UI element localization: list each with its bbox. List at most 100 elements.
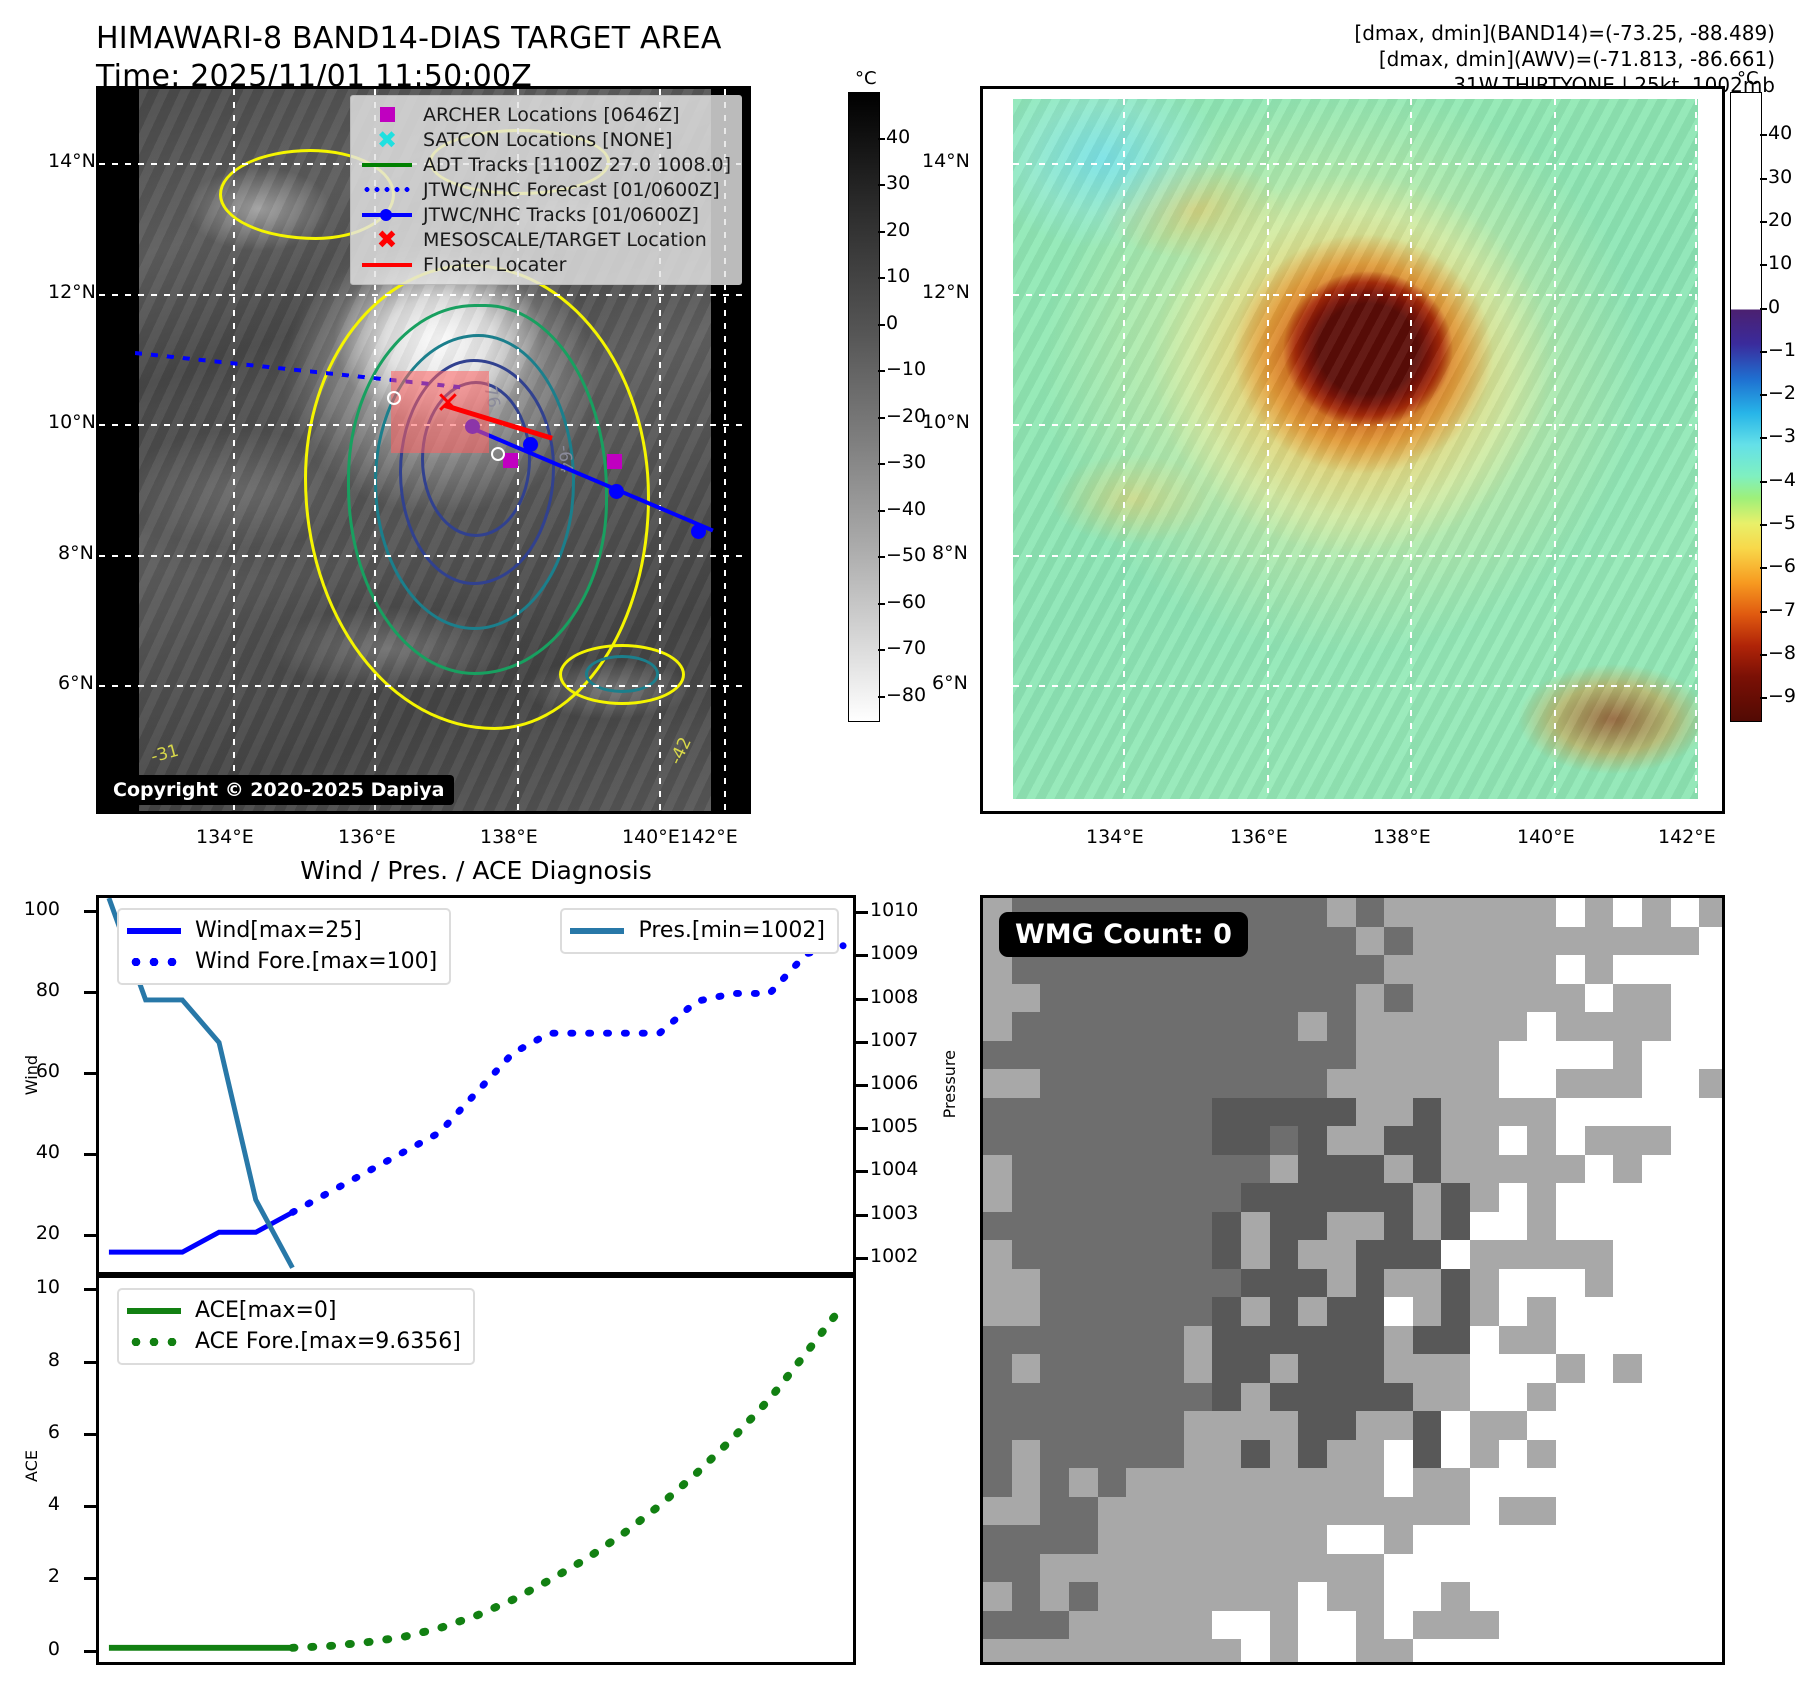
axis-tick-label: 1006 [870, 1072, 919, 1094]
wmg-cell [1269, 1439, 1299, 1469]
wmg-cell [1613, 1610, 1643, 1641]
wmg-cell [1527, 1468, 1557, 1498]
colorbar-tickmark [1760, 350, 1767, 353]
wmg-cell [1584, 898, 1614, 928]
wmg-cell [1240, 1553, 1271, 1584]
wmg-cell [1642, 1240, 1672, 1270]
wmg-cell [1298, 1525, 1328, 1555]
wmg-cell [983, 1240, 1013, 1270]
wmg-cell [1527, 1012, 1557, 1042]
wmg-cell [1240, 1610, 1271, 1641]
wmg-cell [1355, 983, 1385, 1013]
wind-pressure-chart[interactable]: Wind[max=25] Wind Fore.[max=100] Pres.[m… [96, 895, 856, 1275]
wmg-cell [1326, 1439, 1357, 1469]
wmg-cell [1470, 898, 1500, 928]
legend-row: Pres.[min=1002] [570, 915, 825, 946]
wind-legend[interactable]: Wind[max=25] Wind Fore.[max=100] [117, 908, 452, 985]
adt-line-icon [359, 162, 415, 167]
axis-tickmark [856, 1040, 868, 1044]
wmg-cell [1384, 1097, 1414, 1127]
wmg-cell [1498, 1325, 1529, 1355]
wmg-cell [1642, 1553, 1672, 1584]
grid-lon-134 [233, 89, 235, 811]
wmg-cell [1527, 1183, 1557, 1213]
wmg-cell [1154, 1411, 1185, 1441]
wmg-cell [1326, 926, 1357, 956]
wmg-cell [1326, 1610, 1357, 1641]
wmg-cell [1498, 1268, 1529, 1298]
wmg-cell [1412, 1525, 1443, 1555]
wmg-cell [1613, 926, 1643, 956]
wmg-cell [1527, 926, 1557, 956]
wmg-cell [1527, 898, 1557, 928]
wmg-cell [1470, 1439, 1500, 1469]
wmg-cell [1498, 1439, 1529, 1469]
wmg-cell [1154, 1439, 1185, 1469]
satellite-legend[interactable]: ARCHER Locations [0646Z] ✖ SATCON Locati… [350, 95, 742, 285]
axis-tickmark [84, 1288, 96, 1292]
wmg-cell [1097, 1126, 1127, 1156]
wmg-cell [1355, 1468, 1385, 1498]
wmg-cell [1183, 1126, 1213, 1156]
ace-chart[interactable]: ACE[max=0] ACE Fore.[max=9.6356] [96, 1275, 856, 1665]
colorbar-tick-label: 10 [886, 265, 911, 288]
wmg-cell [1183, 1553, 1213, 1584]
wmg-cell [1441, 1496, 1471, 1526]
wmg-cell [1126, 1297, 1156, 1327]
wmg-cell [1212, 1069, 1242, 1099]
satellite-ir-panel[interactable]: -76 -64 -31 -42 ✕ [96, 86, 751, 814]
wmg-panel[interactable]: WMG Count: 0 [980, 895, 1725, 1665]
wmg-cell [1040, 1268, 1070, 1298]
colorbar-tickmark [1760, 220, 1767, 223]
wmg-cell [1613, 1012, 1643, 1042]
wmg-cell [1699, 1040, 1722, 1070]
wmg-cell [1183, 1468, 1213, 1498]
wmg-cell [1412, 1468, 1443, 1498]
wmg-cell [1212, 983, 1242, 1013]
wmg-cell [1326, 1468, 1357, 1498]
legend-label: ACE[max=0] [195, 1298, 337, 1323]
wmg-cell [1269, 1268, 1299, 1298]
wmg-cell [1613, 1525, 1643, 1555]
wmg-cell [1154, 1012, 1185, 1042]
wmg-cell [1040, 955, 1070, 985]
wmg-cell [1556, 898, 1586, 928]
lat-tick-6N: 6°N [58, 672, 94, 694]
wmg-cell [1441, 1012, 1471, 1042]
wmg-cell [1441, 1297, 1471, 1327]
wmg-cell [1326, 1411, 1357, 1441]
wmg-cell [1384, 1126, 1414, 1156]
wmg-cell [1498, 1553, 1529, 1584]
wmg-cell [1040, 1297, 1070, 1327]
ace-legend[interactable]: ACE[max=0] ACE Fore.[max=9.6356] [117, 1288, 475, 1365]
wmg-cell [1384, 1496, 1414, 1526]
lon-tick-136E-right: 136°E [1230, 826, 1288, 848]
grid-lon-142 [724, 89, 726, 811]
wmg-cell [1326, 1097, 1357, 1127]
legend-label: Floater Locater [423, 253, 567, 276]
grid-lat-8 [99, 555, 748, 557]
wmg-cell [1240, 1012, 1271, 1042]
wmg-cell [1556, 983, 1586, 1013]
wmg-cell [1642, 1325, 1672, 1355]
wmg-cell [1298, 1183, 1328, 1213]
wmg-cell [1498, 1154, 1529, 1184]
wmg-cell [1269, 1069, 1299, 1099]
wmg-cell [1556, 1496, 1586, 1526]
wmg-cell [1298, 1211, 1328, 1241]
wmg-cell [1355, 926, 1385, 956]
wmg-cell [1527, 1297, 1557, 1327]
wmg-cell [1699, 1411, 1722, 1441]
wmg-cell [1613, 1183, 1643, 1213]
wmg-cell [983, 1154, 1013, 1184]
wmg-cell [1699, 898, 1722, 928]
wmg-cell [1068, 1439, 1099, 1469]
pressure-legend[interactable]: Pres.[min=1002] [560, 908, 839, 954]
wmg-cell [1298, 1069, 1328, 1099]
wmg-cell [1556, 1268, 1586, 1298]
wmg-cell [1298, 1097, 1328, 1127]
satellite-enhanced-panel[interactable] [980, 86, 1725, 814]
wmg-cell [1183, 955, 1213, 985]
legend-row: ADT Tracks [1100Z 27.0 1008.0] [359, 152, 731, 177]
